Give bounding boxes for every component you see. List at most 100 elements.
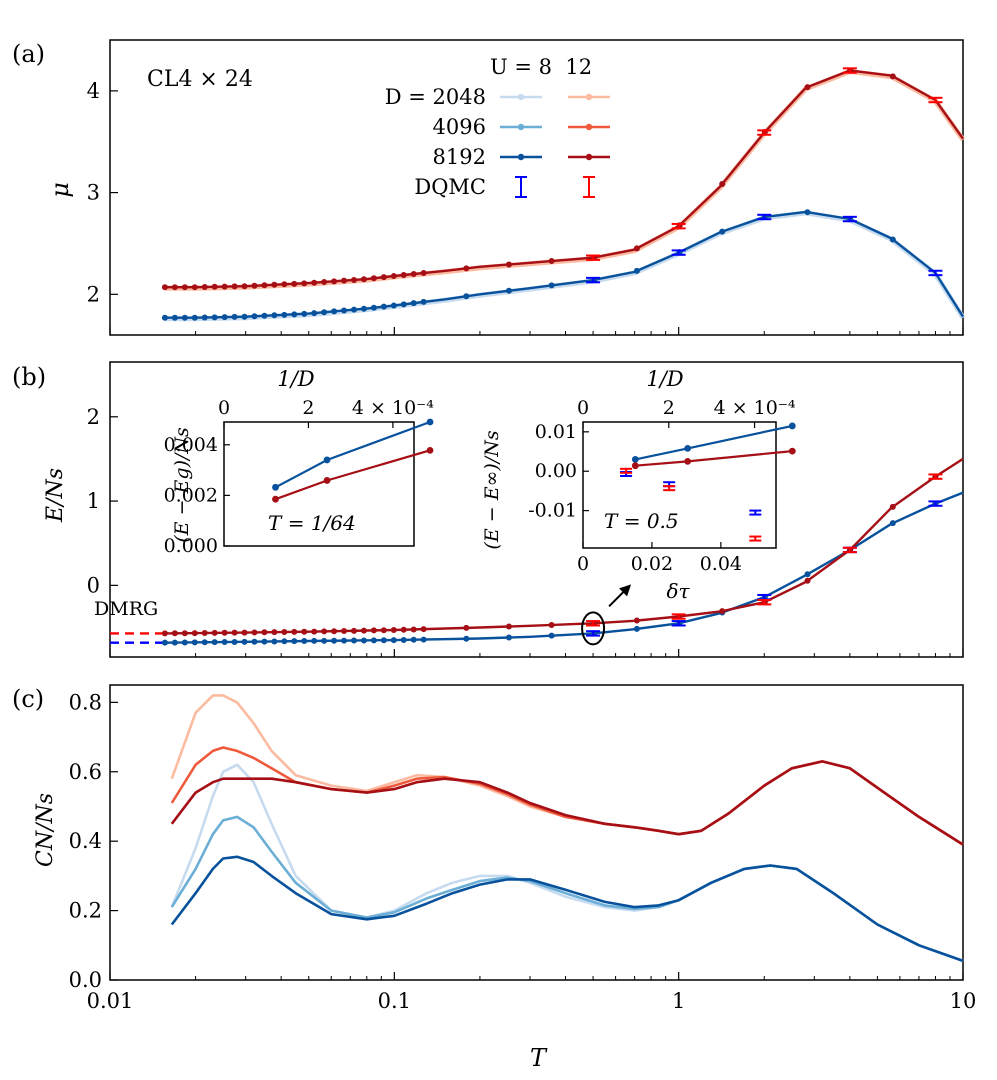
panel-a-series-u8-point	[171, 314, 178, 321]
panel-a-series-u12-point	[311, 279, 318, 286]
panel-b-series-u12-point	[181, 630, 188, 637]
panel-a-series-u8-point	[350, 306, 357, 313]
panel-b-series-u8-point	[400, 636, 407, 643]
inset-right-point-u8	[631, 456, 639, 463]
panel-a-series-u12-point	[321, 279, 328, 286]
panel-c-frame	[109, 684, 964, 981]
panel-b-ylabel: E/Ns	[43, 468, 68, 523]
panel-b-series-u8-point	[321, 637, 328, 644]
panel-b-y-tick-label: 2	[87, 405, 100, 429]
inset-left-note: T = 1/64	[268, 511, 356, 535]
inset-right-y-tick-label: 0.01	[535, 421, 577, 443]
panel-b-series-u8-point	[390, 637, 397, 644]
panel-a-series-u8-point	[341, 307, 348, 314]
panel-b-series-u8-point	[505, 634, 512, 641]
inset-left-y-tick-label: 0.000	[164, 535, 218, 557]
inset-right-x-tick-label: 0	[577, 397, 589, 419]
panel-b-series-u12-point	[463, 624, 470, 631]
panel-b-series-u8-point	[341, 637, 348, 644]
panel-a-series-u8-point	[291, 311, 298, 318]
inset-right-bottom-xlabel: δτ	[666, 579, 690, 603]
panel-b-series-u8-point	[301, 638, 308, 645]
panel-b-series-u8-point	[889, 520, 896, 527]
panel-a-series-u8-point	[241, 313, 248, 320]
panel-a-series-u8-point	[633, 267, 640, 274]
legend-marker-u12-row1	[585, 123, 593, 131]
panel-a-series-u8-point	[463, 293, 470, 300]
panel-a-series-u8-point	[161, 314, 168, 321]
panel-a-series-u8-point	[271, 312, 278, 319]
panel-a-series-u8-point	[804, 209, 811, 216]
panel-b-series-u8-point	[633, 625, 640, 632]
panel-b-series-u12-point	[341, 628, 348, 635]
panel-a-series-u8-point	[311, 310, 318, 317]
panel-b-series-u12-point	[281, 629, 288, 636]
inset-right-note: T = 0.5	[604, 509, 679, 533]
panel-a-series-u12-point	[241, 283, 248, 290]
panel-b-series-u8-point	[548, 632, 555, 639]
panel-a-series-u12-point	[410, 271, 417, 278]
panel-b-series-u8-point	[251, 638, 258, 645]
panel-b-series-u12-point	[221, 629, 228, 636]
inset-left-frame	[223, 421, 415, 547]
panel-a-series-u12-point	[251, 282, 258, 289]
inset-left-y-tick-label: 0.004	[164, 434, 218, 456]
panel-c-x-tick-label: 10	[950, 989, 977, 1013]
x-axis-label: T	[530, 1044, 548, 1072]
dmrg-label: DMRG	[94, 598, 158, 620]
inset-right-point-u8	[788, 422, 796, 430]
panel-a-series-u8-point	[211, 314, 218, 321]
panel-b-series-u8-point	[211, 639, 218, 646]
panel-b-series-u12-point	[321, 628, 328, 635]
inset-right-y-tick-label: -0.01	[528, 500, 577, 522]
inset-left-point-u12	[426, 446, 434, 454]
panel-b-series-u12-point	[301, 628, 308, 635]
panel-a-series-u12-point	[181, 284, 188, 291]
panel-a-series-u8-point	[301, 310, 308, 317]
panel-a-y-tick-label: 4	[87, 79, 100, 103]
panel-a-series-d2048-u12	[164, 68, 966, 291]
panel-b-series-u12-point	[804, 577, 811, 584]
inset-right-series-u12	[635, 450, 793, 467]
panel-b-series-u12-point	[191, 630, 198, 637]
panel-b-series-u12-point	[241, 629, 248, 636]
inset-right-point-u12	[788, 447, 796, 455]
panel-c-y-tick-label: 0.8	[69, 690, 102, 714]
panel-b-series-u12-point	[350, 627, 357, 634]
panel-c-y-tick-label: 0.2	[69, 899, 102, 923]
panel-a-series-u12-point	[261, 282, 268, 289]
panel-b-series-u8-point	[231, 638, 238, 645]
panel-b-series-u8-point	[161, 639, 168, 646]
panel-b-series-u12-point	[505, 623, 512, 630]
inset-left-xlabel: 1/D	[277, 367, 314, 391]
panel-a-series-u12-point	[370, 275, 377, 282]
panel-a-series-u8-point	[251, 313, 258, 320]
panel-a-series-u12-point	[291, 280, 298, 287]
panel-b-series-u12-point	[410, 626, 417, 633]
inset-right-ylabel: (E − E∞)/Ns	[481, 430, 503, 549]
inset-right-x-tick-label: 4 × 10⁻⁴	[714, 397, 796, 419]
panel-label-a: (a)	[12, 40, 45, 68]
panel-b-series-u8-point	[201, 639, 208, 646]
panel-b-series-u12-point	[390, 627, 397, 634]
panel-c-series-u12-shade1	[170, 746, 964, 846]
inset-right-bottom-x-tick-label: 0.02	[631, 553, 673, 575]
panel-a-series-u8-point	[191, 314, 198, 321]
inset-right-x-tick-label: 2	[663, 397, 675, 419]
panel-a-series-u8-point	[360, 305, 367, 312]
panel-a-ylabel: μ	[46, 182, 74, 198]
panel-a-series-u12-point	[191, 284, 198, 291]
panel-a-series-u8-point	[181, 314, 188, 321]
panel-c-series-u8-shade0	[170, 763, 964, 963]
panel-a-series-u12-point	[463, 265, 470, 272]
legend-marker-u8-row1	[517, 123, 525, 131]
panel-a-series-u8-point	[548, 282, 555, 289]
panel-b-series-u12-point	[380, 627, 387, 634]
inset-left-x-tick-label: 2	[302, 397, 314, 419]
panel-b-series-u8-point	[410, 636, 417, 643]
inset-left-x-tick-label: 4 × 10⁻⁴	[352, 397, 434, 419]
panel-a-y-tick-label: 2	[87, 282, 100, 306]
panel-a-series-u12-point	[719, 181, 726, 188]
legend-marker-u12-row2	[585, 153, 593, 161]
